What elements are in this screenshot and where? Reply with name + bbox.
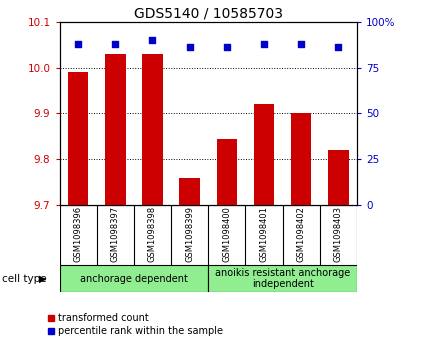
Point (149, 37, 156, 43)
Text: GSM1098403: GSM1098403 (334, 206, 343, 262)
Text: GSM1098401: GSM1098401 (260, 206, 269, 262)
Bar (328, 150, 348, 205)
Point (261, 41, 267, 47)
Point (75, 41, 82, 47)
Bar (217, 139, 237, 205)
Text: cell type: cell type (2, 274, 47, 284)
Bar (105, 54, 125, 205)
Point (335, 45, 342, 50)
Text: anoikis resistant anchorage
independent: anoikis resistant anchorage independent (215, 268, 350, 289)
Text: ▶: ▶ (39, 274, 47, 284)
Text: GSM1098398: GSM1098398 (148, 206, 157, 262)
Bar (68, 72, 88, 205)
Legend: transformed count, percentile rank within the sample: transformed count, percentile rank withi… (47, 313, 223, 337)
Point (224, 45, 230, 50)
Text: GSM1098396: GSM1098396 (74, 206, 82, 262)
Text: GSM1098400: GSM1098400 (222, 206, 231, 262)
Point (186, 45, 193, 50)
Bar (60, 265, 208, 292)
Text: GSM1098399: GSM1098399 (185, 206, 194, 262)
Bar (291, 113, 312, 205)
Bar (208, 265, 357, 292)
Title: GDS5140 / 10585703: GDS5140 / 10585703 (134, 7, 283, 21)
Bar (254, 104, 274, 205)
Text: GSM1098397: GSM1098397 (111, 206, 120, 262)
Point (298, 41, 305, 47)
Text: anchorage dependent: anchorage dependent (80, 274, 188, 284)
Text: GSM1098402: GSM1098402 (297, 206, 306, 262)
Bar (142, 54, 163, 205)
Bar (179, 178, 200, 205)
Point (112, 41, 119, 47)
